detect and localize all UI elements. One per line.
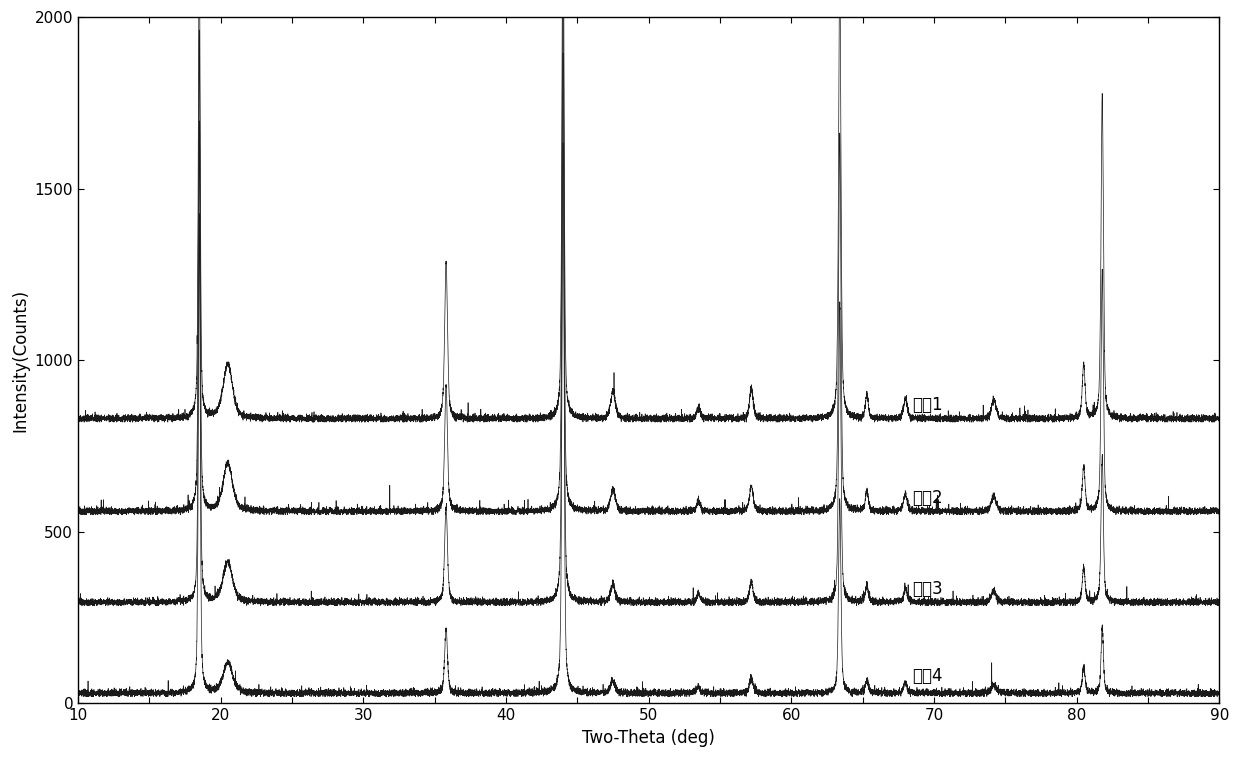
X-axis label: Two-Theta (deg): Two-Theta (deg) [582, 729, 715, 747]
Text: 实奡4: 实奡4 [913, 667, 942, 685]
Text: 实奡3: 实奡3 [913, 580, 944, 597]
Y-axis label: Intensity(Counts): Intensity(Counts) [11, 289, 29, 432]
Text: 实奡1: 实奡1 [913, 396, 944, 414]
Text: 实奡2: 实奡2 [913, 489, 944, 506]
